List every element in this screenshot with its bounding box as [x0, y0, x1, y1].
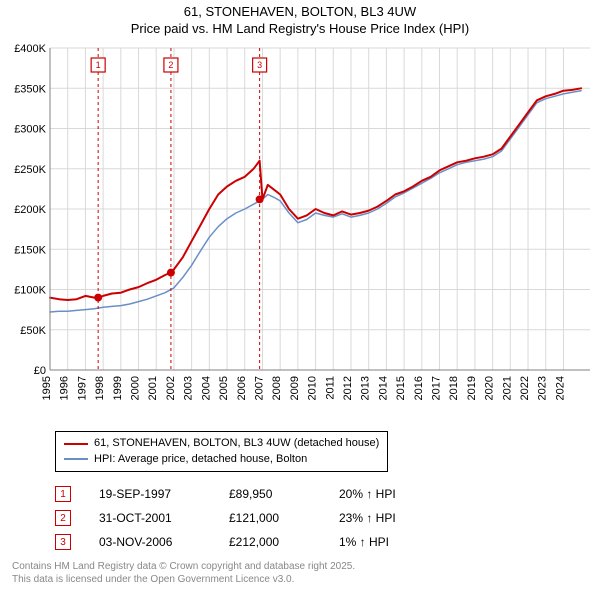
sales-row: 1 19-SEP-1997£89,95020% ↑ HPI — [55, 482, 459, 506]
x-tick-label: 2019 — [466, 376, 478, 400]
sales-row: 3 03-NOV-2006£212,0001% ↑ HPI — [55, 530, 459, 554]
legend-item: 61, STONEHAVEN, BOLTON, BL3 4UW (detache… — [64, 436, 379, 451]
sale-marker-dot — [256, 195, 264, 203]
legend-swatch — [64, 458, 88, 460]
sale-marker-number: 2 — [168, 60, 173, 70]
sale-price: £89,950 — [229, 487, 339, 501]
x-tick-label: 2008 — [271, 376, 283, 400]
x-tick-label: 2018 — [448, 376, 460, 400]
x-tick-label: 2007 — [253, 376, 265, 400]
sale-pct: 23% ↑ HPI — [339, 511, 459, 525]
x-tick-label: 2016 — [413, 376, 425, 400]
y-tick-label: £400K — [14, 43, 46, 55]
x-tick-label: 2017 — [431, 376, 443, 400]
footer-line1: Contains HM Land Registry data © Crown c… — [12, 560, 355, 573]
sale-date: 19-SEP-1997 — [99, 487, 229, 501]
x-tick-label: 2011 — [324, 376, 336, 400]
x-tick-label: 2004 — [200, 376, 212, 400]
x-tick-label: 2010 — [307, 376, 319, 400]
y-tick-label: £200K — [14, 204, 46, 216]
x-tick-label: 2015 — [395, 376, 407, 400]
sale-date: 31-OCT-2001 — [99, 511, 229, 525]
x-tick-label: 2006 — [236, 376, 248, 400]
sales-table: 1 19-SEP-1997£89,95020% ↑ HPI 2 31-OCT-2001… — [55, 482, 459, 554]
x-tick-label: 2014 — [377, 376, 389, 400]
x-tick-label: 1998 — [94, 376, 106, 400]
sale-marker-number: 1 — [96, 60, 101, 70]
legend-item: HPI: Average price, detached house, Bolt… — [64, 452, 379, 467]
title-address: 61, STONEHAVEN, BOLTON, BL3 4UW — [0, 4, 600, 21]
x-tick-label: 1996 — [59, 376, 71, 400]
legend-label: HPI: Average price, detached house, Bolt… — [94, 452, 307, 467]
sale-row-marker: 2 — [55, 510, 71, 526]
y-tick-label: £300K — [14, 123, 46, 135]
x-tick-label: 2024 — [554, 376, 566, 400]
x-tick-label: 2003 — [183, 376, 195, 400]
x-tick-label: 2005 — [218, 376, 230, 400]
chart-svg: 1 2 3 £0 £50K £100K £150K £200K £250K £300K £350K… — [0, 40, 600, 430]
sale-pct: 1% ↑ HPI — [339, 535, 459, 549]
sale-price: £121,000 — [229, 511, 339, 525]
sale-marker-dot — [94, 293, 102, 301]
legend: 61, STONEHAVEN, BOLTON, BL3 4UW (detache… — [55, 431, 388, 472]
title-subtitle: Price paid vs. HM Land Registry's House … — [0, 21, 600, 38]
y-tick-label: £150K — [14, 244, 46, 256]
sale-price: £212,000 — [229, 535, 339, 549]
chart-container: 61, STONEHAVEN, BOLTON, BL3 4UW Price pa… — [0, 0, 600, 590]
x-tick-label: 2022 — [519, 376, 531, 400]
legend-swatch — [64, 443, 88, 445]
y-tick-label: £50K — [20, 325, 46, 337]
x-tick-label: 2001 — [147, 376, 159, 400]
y-tick-label: £100K — [14, 284, 46, 296]
sale-marker-dot — [167, 268, 175, 276]
sale-date: 03-NOV-2006 — [99, 535, 229, 549]
x-tick-label: 1995 — [41, 376, 53, 400]
x-tick-label: 2013 — [360, 376, 372, 400]
sale-marker-number: 3 — [257, 60, 262, 70]
x-tick-label: 2009 — [289, 376, 301, 400]
x-tick-label: 2000 — [130, 376, 142, 400]
y-tick-label: £250K — [14, 164, 46, 176]
sale-row-marker: 1 — [55, 486, 71, 502]
x-tick-label: 2012 — [342, 376, 354, 400]
x-tick-label: 2021 — [501, 376, 513, 400]
y-tick-label: £0 — [34, 365, 46, 377]
x-tick-label: 1997 — [76, 376, 88, 400]
x-tick-label: 1999 — [112, 376, 124, 400]
chart-area: 1 2 3 £0 £50K £100K £150K £200K £250K £300K £350K… — [0, 40, 600, 430]
sales-row: 2 31-OCT-2001£121,00023% ↑ HPI — [55, 506, 459, 530]
x-tick-label: 2023 — [537, 376, 549, 400]
x-tick-label: 2020 — [484, 376, 496, 400]
y-tick-label: £350K — [14, 83, 46, 95]
footer: Contains HM Land Registry data © Crown c… — [12, 560, 355, 586]
legend-label: 61, STONEHAVEN, BOLTON, BL3 4UW (detache… — [94, 436, 379, 451]
footer-line2: This data is licensed under the Open Gov… — [12, 573, 355, 586]
sale-pct: 20% ↑ HPI — [339, 487, 459, 501]
title-block: 61, STONEHAVEN, BOLTON, BL3 4UW Price pa… — [0, 0, 600, 40]
x-tick-label: 2002 — [165, 376, 177, 400]
sale-row-marker: 3 — [55, 534, 71, 550]
